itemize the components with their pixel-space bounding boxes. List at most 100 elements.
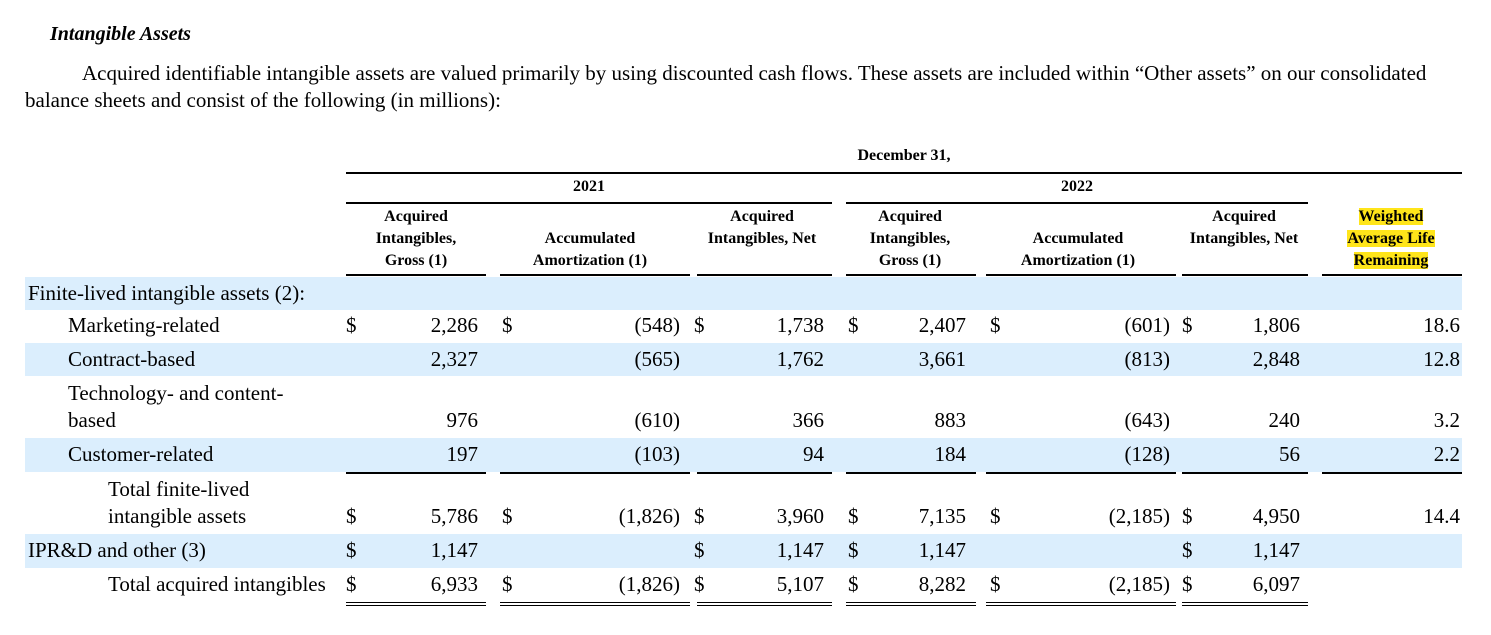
subtotal-rule bbox=[697, 472, 832, 474]
currency-symbol: $ bbox=[848, 313, 859, 337]
col-rule bbox=[1322, 274, 1462, 276]
col-rule bbox=[846, 274, 976, 276]
col-2021-amort-header: Accumulated Amortization (1) bbox=[532, 230, 648, 269]
col-2022-gross-header: Acquired Intangibles, Gross (1) bbox=[869, 208, 951, 269]
cell-2021-amort: (103) bbox=[634, 442, 681, 466]
currency-symbol: $ bbox=[694, 504, 705, 528]
currency-symbol: $ bbox=[1182, 504, 1193, 528]
section-heading: Intangible Assets bbox=[50, 23, 191, 45]
section-paragraph: Acquired identifiable intangible assets … bbox=[25, 61, 1427, 112]
col-rule bbox=[697, 274, 832, 276]
cell-2022-amort: (2,185) bbox=[1108, 504, 1170, 528]
cell-2022-amort: (643) bbox=[1124, 408, 1171, 432]
row-band bbox=[25, 438, 1462, 472]
period-rule bbox=[346, 172, 1462, 174]
year-2021-rule bbox=[346, 202, 832, 204]
row-label: Marketing-related bbox=[68, 313, 220, 337]
cell-2022-net: 56 bbox=[1279, 442, 1300, 466]
col-rule bbox=[346, 274, 486, 276]
currency-symbol: $ bbox=[1182, 313, 1193, 337]
col-rule bbox=[1182, 274, 1308, 276]
year-2022-rule bbox=[846, 202, 1308, 204]
currency-symbol: $ bbox=[694, 313, 705, 337]
subtotal-rule bbox=[846, 472, 976, 474]
cell-2022-gross: 883 bbox=[934, 408, 967, 432]
cell-2022-gross: 184 bbox=[934, 442, 967, 466]
subtotal-rule bbox=[346, 472, 486, 474]
cell-2021-net: 3,960 bbox=[776, 504, 824, 528]
currency-symbol: $ bbox=[346, 504, 357, 528]
currency-symbol: $ bbox=[346, 538, 357, 562]
subtotal-rule bbox=[986, 472, 1176, 474]
col-2021-net-header: Acquired Intangibles, Net bbox=[707, 208, 817, 247]
currency-symbol: $ bbox=[694, 572, 705, 596]
period-header: December 31, bbox=[857, 147, 951, 164]
cell-2021-net: 1,738 bbox=[776, 313, 824, 337]
cell-life: 3.2 bbox=[1433, 408, 1460, 432]
cell-2022-amort: (813) bbox=[1124, 347, 1171, 371]
cell-2022-net: 1,806 bbox=[1252, 313, 1300, 337]
cell-2022-gross: 2,407 bbox=[918, 313, 966, 337]
currency-symbol: $ bbox=[502, 313, 513, 337]
col-life-header: Weighted Average Life Remaining bbox=[1330, 204, 1452, 274]
cell-2021-amort: (1,826) bbox=[618, 504, 680, 528]
currency-symbol: $ bbox=[1182, 572, 1193, 596]
subtotal-rule bbox=[500, 472, 690, 474]
cell-2021-gross: 1,147 bbox=[430, 538, 478, 562]
currency-symbol: $ bbox=[502, 572, 513, 596]
cell-2021-net: 1,762 bbox=[776, 347, 824, 371]
year-2021-header: 2021 bbox=[573, 178, 605, 195]
cell-2021-amort: (565) bbox=[634, 347, 681, 371]
section-label: Finite-lived intangible assets (2): bbox=[28, 281, 306, 305]
highlighted-life-header: Weighted Average Life Remaining bbox=[1347, 208, 1435, 269]
currency-symbol: $ bbox=[848, 504, 859, 528]
subtotal-rule bbox=[1182, 472, 1308, 474]
cell-2022-net: 4,950 bbox=[1252, 504, 1300, 528]
cell-2022-net: 1,147 bbox=[1252, 538, 1300, 562]
cell-2021-gross: 2,286 bbox=[430, 313, 478, 337]
cell-2021-net: 1,147 bbox=[776, 538, 824, 562]
cell-2021-net: 5,107 bbox=[776, 572, 824, 596]
total-double-rule bbox=[500, 602, 690, 606]
cell-2022-gross: 1,147 bbox=[918, 538, 966, 562]
cell-2021-amort: (610) bbox=[634, 408, 681, 432]
col-2022-amort-header: Accumulated Amortization (1) bbox=[1020, 230, 1136, 269]
cell-2021-gross: 2,327 bbox=[430, 347, 478, 371]
cell-2022-gross: 3,661 bbox=[918, 347, 966, 371]
row-label: Total acquired intangibles bbox=[108, 572, 326, 596]
row-band bbox=[25, 277, 1462, 310]
cell-life: 2.2 bbox=[1433, 442, 1460, 466]
col-2022-net-header: Acquired Intangibles, Net bbox=[1189, 208, 1299, 247]
cell-2021-gross: 6,933 bbox=[430, 572, 478, 596]
cell-2021-net: 366 bbox=[792, 408, 825, 432]
total-double-rule bbox=[846, 602, 976, 606]
subtotal-rule bbox=[1322, 472, 1462, 474]
currency-symbol: $ bbox=[990, 572, 1001, 596]
currency-symbol: $ bbox=[346, 313, 357, 337]
col-rule bbox=[986, 274, 1176, 276]
cell-2021-amort: (548) bbox=[634, 313, 681, 337]
total-double-rule bbox=[986, 602, 1176, 606]
cell-2022-gross: 7,135 bbox=[918, 504, 966, 528]
cell-2022-amort: (128) bbox=[1124, 442, 1171, 466]
currency-symbol: $ bbox=[990, 313, 1001, 337]
currency-symbol: $ bbox=[502, 504, 513, 528]
total-double-rule bbox=[1182, 602, 1308, 606]
cell-2022-net: 2,848 bbox=[1252, 347, 1300, 371]
cell-2021-gross: 5,786 bbox=[430, 504, 478, 528]
cell-life: 14.4 bbox=[1423, 504, 1460, 528]
row-band bbox=[25, 343, 1462, 376]
row-band bbox=[25, 534, 1462, 568]
cell-2021-gross: 976 bbox=[446, 408, 479, 432]
currency-symbol: $ bbox=[848, 538, 859, 562]
cell-2022-net: 240 bbox=[1268, 408, 1301, 432]
col-2021-gross-header: Acquired Intangibles, Gross (1) bbox=[375, 208, 457, 269]
year-2022-header: 2022 bbox=[1061, 178, 1093, 195]
cell-2022-gross: 8,282 bbox=[918, 572, 966, 596]
cell-2021-amort: (1,826) bbox=[618, 572, 680, 596]
currency-symbol: $ bbox=[848, 572, 859, 596]
total-double-rule bbox=[697, 602, 832, 606]
cell-life: 18.6 bbox=[1423, 313, 1460, 337]
cell-life: 12.8 bbox=[1423, 347, 1460, 371]
cell-2022-amort: (601) bbox=[1124, 313, 1171, 337]
